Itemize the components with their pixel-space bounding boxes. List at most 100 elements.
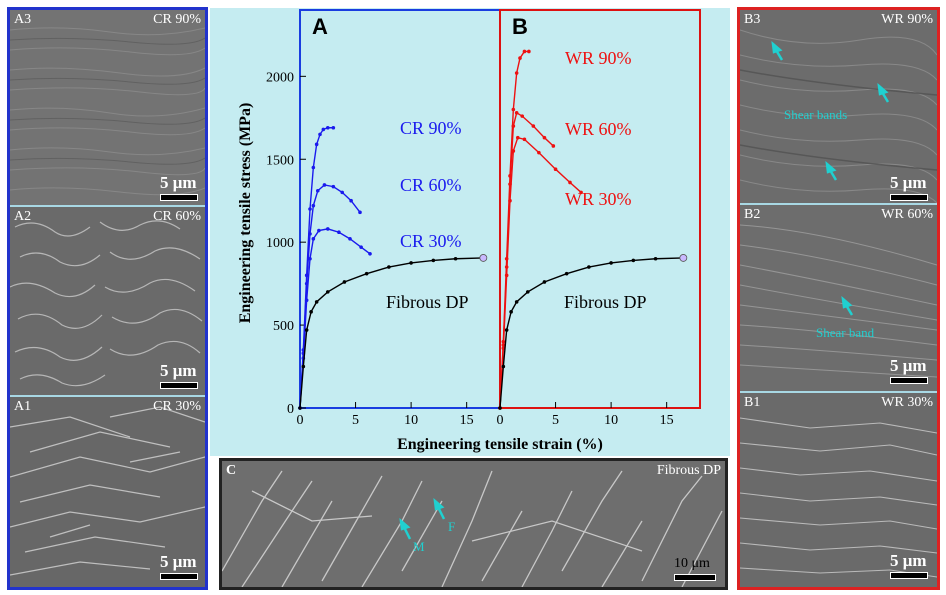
data-point — [498, 406, 502, 410]
x-tick-label: 10 — [604, 413, 618, 428]
series-label: CR 60% — [400, 175, 462, 195]
data-point — [522, 49, 527, 54]
ferrite-label: F — [448, 519, 456, 534]
scale-bar-label: 5 μm — [160, 361, 197, 380]
data-point — [542, 280, 547, 284]
shear-bands-annotation: Shear bands — [784, 107, 848, 122]
chart-background — [210, 8, 730, 456]
data-point — [317, 228, 321, 233]
data-point — [537, 150, 541, 155]
data-point — [511, 149, 516, 153]
panel-id-label: B1 — [744, 395, 761, 410]
data-point — [311, 237, 316, 241]
scale-bar-label: 5 μm — [890, 356, 927, 375]
data-point — [514, 71, 519, 75]
stress-strain-chart: A 0 5 10 15 0 500 1000 1500 2000 CR 90% CR 60% CR 30… — [237, 9, 701, 453]
data-point — [525, 290, 530, 294]
data-point — [431, 258, 436, 263]
sem-texture — [10, 220, 203, 387]
panel-id-label: A3 — [14, 12, 32, 27]
data-point — [318, 132, 322, 137]
sem-panel-c-frame — [219, 458, 728, 590]
sem-texture — [740, 224, 937, 378]
series-label: WR 60% — [565, 119, 632, 139]
cr-sem-column — [7, 7, 208, 590]
panel-divider — [10, 205, 205, 207]
data-point — [504, 273, 509, 278]
series-line-fibrous-dp — [499, 257, 684, 409]
data-point — [304, 328, 309, 332]
scale-bar-label: 10 μm — [674, 556, 710, 571]
x-tick-label: 5 — [352, 413, 359, 428]
sem-panel-b1: B1 WR 30% 5 μm — [740, 393, 937, 587]
series-label: WR 90% — [565, 48, 632, 68]
panel-id-label: A2 — [14, 209, 32, 224]
data-point — [511, 107, 516, 112]
data-point — [349, 198, 353, 203]
data-point — [553, 167, 558, 171]
panel-divider — [740, 203, 937, 205]
data-point — [325, 227, 330, 231]
series-label: CR 90% — [400, 118, 462, 138]
panel-id-label: B3 — [744, 12, 761, 27]
sem-panel-a3: A3 CR 90% 5 μm — [10, 10, 205, 205]
sem-texture — [10, 27, 205, 196]
data-point — [368, 251, 372, 256]
series-line-fibrous-dp — [299, 257, 484, 409]
data-point — [522, 137, 527, 142]
x-tick-label: 0 — [297, 413, 304, 428]
y-axis-title: Engineering tensile stress (MPa) — [237, 103, 254, 324]
fracture-marker — [479, 254, 488, 262]
data-point — [308, 256, 312, 261]
panel-letter: B — [512, 14, 528, 39]
data-point — [568, 180, 572, 185]
series-label: Fibrous DP — [564, 292, 647, 312]
data-point — [387, 265, 391, 269]
data-point — [527, 49, 531, 54]
y-tick-label: 2000 — [266, 70, 294, 85]
y-tick-label: 1000 — [266, 236, 294, 251]
data-point — [308, 207, 312, 211]
data-point — [542, 135, 547, 140]
fracture-marker — [679, 254, 688, 262]
data-point — [564, 271, 569, 276]
x-tick-label: 5 — [552, 413, 559, 428]
x-tick-label: 15 — [460, 413, 474, 428]
data-point — [311, 165, 316, 170]
data-point — [311, 203, 316, 208]
sem-panel-c: C Fibrous DP M F 10 μm — [222, 461, 725, 587]
data-point — [508, 198, 512, 203]
x-tick-label: 10 — [404, 413, 418, 428]
data-point — [631, 258, 636, 263]
data-point — [364, 271, 369, 276]
wr-sem-column — [737, 7, 940, 590]
series-label: Fibrous DP — [386, 292, 469, 312]
data-point — [314, 142, 319, 147]
condition-label: WR 90% — [881, 12, 933, 27]
data-point — [301, 364, 306, 369]
series-label: WR 30% — [565, 189, 632, 209]
data-point — [315, 188, 320, 193]
panel-divider — [10, 395, 205, 397]
data-point — [359, 245, 363, 249]
sem-texture — [10, 406, 205, 576]
data-point — [314, 300, 319, 304]
condition-label: CR 90% — [153, 12, 201, 27]
series-label: CR 30% — [400, 231, 462, 251]
x-tick-label: 15 — [660, 413, 674, 428]
sem-panel-b2: B2 WR 60% Shear band 5 μm — [740, 205, 937, 391]
sem-texture — [222, 470, 723, 587]
data-point — [348, 237, 352, 241]
panel-id-label: B2 — [744, 207, 761, 222]
data-point — [653, 256, 658, 261]
data-point — [342, 280, 347, 284]
scale-bar-label: 5 μm — [160, 173, 197, 192]
data-point — [331, 184, 336, 189]
data-point — [298, 406, 302, 410]
data-point — [322, 183, 327, 187]
panel-id-label: C — [226, 463, 237, 478]
data-point — [509, 310, 513, 314]
scale-bar-label: 5 μm — [890, 551, 927, 570]
scale-bar — [674, 574, 716, 581]
data-point — [308, 232, 312, 236]
